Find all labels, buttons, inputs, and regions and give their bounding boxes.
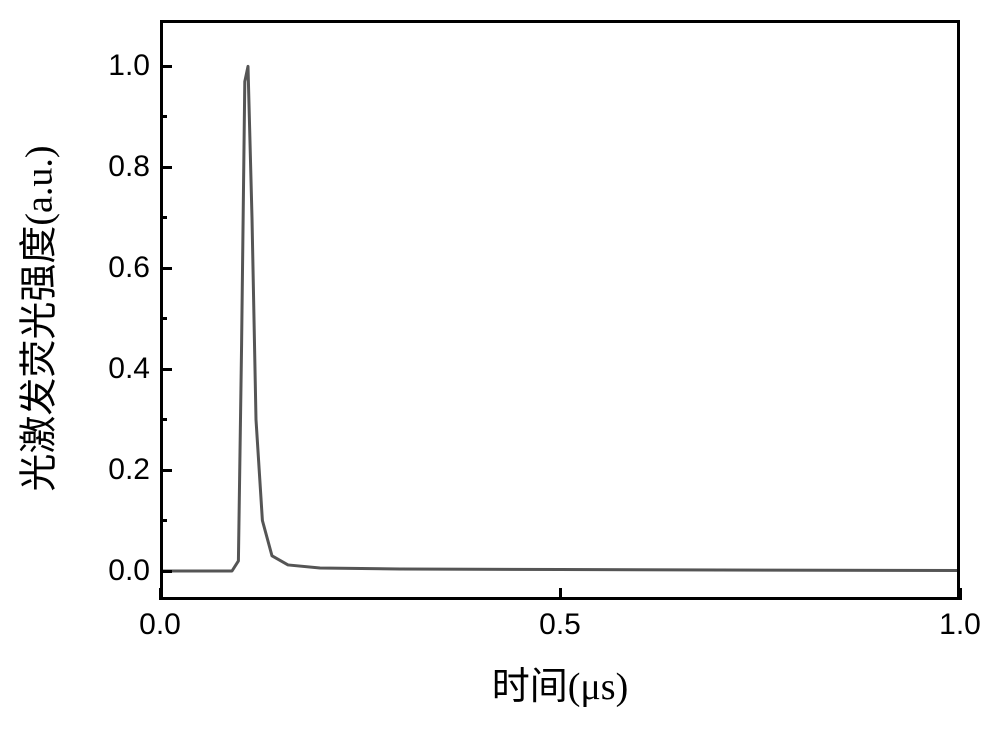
y-tick — [160, 469, 172, 472]
y-minor-tick — [160, 519, 167, 522]
y-minor-tick — [160, 216, 167, 219]
chart-container: 光激发荧光强度(a.u.) 时间(μs) 0.0 0.2 0.4 0.6 0.8 1.0 0… — [0, 0, 1000, 744]
y-minor-tick — [160, 115, 167, 118]
y-tick — [160, 368, 172, 371]
x-tick — [559, 588, 562, 600]
x-tick-label: 0.5 — [520, 608, 600, 642]
y-tick-label: 0.2 — [108, 453, 150, 487]
x-axis-title: 时间(μs) — [360, 655, 760, 710]
x-tick-label: 0.0 — [120, 608, 200, 642]
y-minor-tick — [160, 317, 167, 320]
y-tick-label: 1.0 — [108, 49, 150, 83]
plot-area — [160, 20, 960, 600]
y-tick — [160, 570, 172, 573]
data-line — [160, 66, 960, 571]
x-tick — [959, 588, 962, 600]
x-tick-label: 1.0 — [920, 608, 1000, 642]
y-tick-label: 0.6 — [108, 251, 150, 285]
plot-svg — [160, 20, 960, 600]
y-tick — [160, 65, 172, 68]
y-tick-label: 0.0 — [108, 554, 150, 588]
x-tick — [159, 588, 162, 600]
y-tick-label: 0.4 — [108, 352, 150, 386]
y-tick — [160, 166, 172, 169]
y-minor-tick — [160, 418, 167, 421]
y-tick-label: 0.8 — [108, 150, 150, 184]
y-axis-title: 光激发荧光强度(a.u.) — [8, 69, 63, 569]
y-tick — [160, 267, 172, 270]
